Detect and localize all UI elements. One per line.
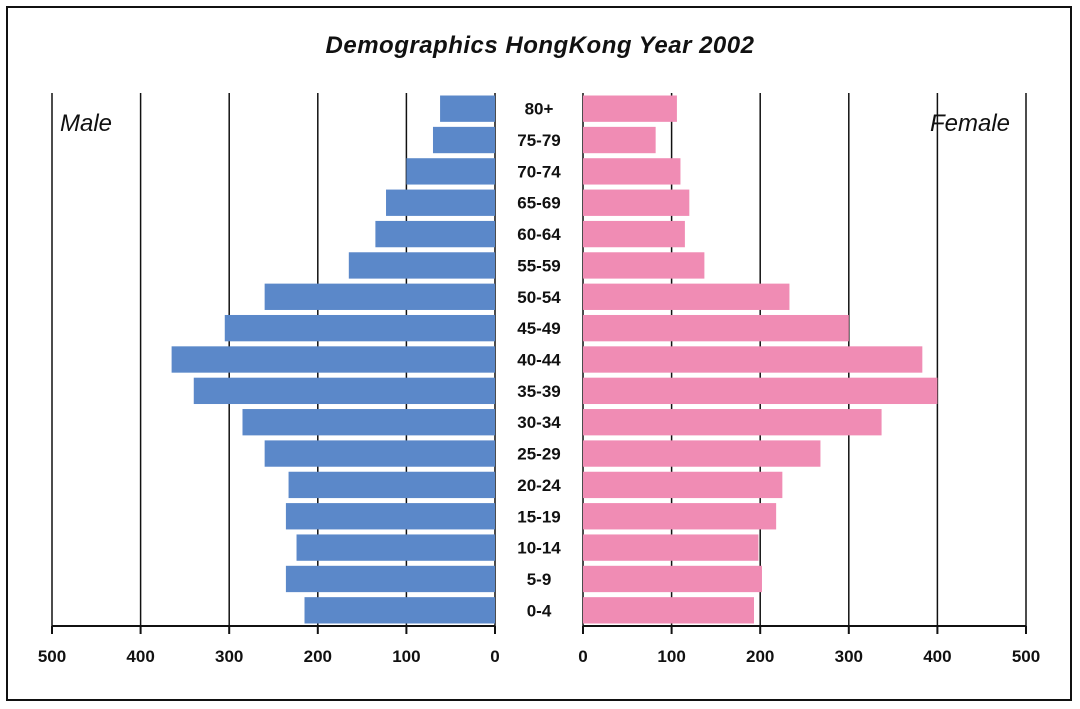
female-bar-50-54 xyxy=(583,283,790,310)
female-bar-0-4 xyxy=(583,597,754,624)
age-label-60-64: 60-64 xyxy=(517,225,561,244)
age-label-70-74: 70-74 xyxy=(517,162,561,181)
x-tick-label: 0 xyxy=(490,647,499,666)
x-tick-label: 200 xyxy=(746,647,774,666)
x-tick-label: 100 xyxy=(657,647,685,666)
male-bar-55-59 xyxy=(348,252,495,279)
female-bar-20-24 xyxy=(583,471,783,499)
male-bar-20-24 xyxy=(288,471,495,499)
male-bar-65-69 xyxy=(386,189,495,216)
x-tick-label: 300 xyxy=(215,647,243,666)
male-bar-5-9 xyxy=(285,565,495,593)
age-label-55-59: 55-59 xyxy=(517,256,560,275)
x-tick-label: 0 xyxy=(578,647,587,666)
male-bar-40-44 xyxy=(171,346,496,373)
female-bar-60-64 xyxy=(583,220,685,248)
age-label-50-54: 50-54 xyxy=(517,288,561,307)
male-bar-15-19 xyxy=(285,503,495,530)
male-bar-60-64 xyxy=(375,220,495,248)
male-bar-10-14 xyxy=(296,534,495,561)
male-bar-80+ xyxy=(440,95,495,122)
age-label-75-79: 75-79 xyxy=(517,131,560,150)
male-bar-75-79 xyxy=(432,126,495,154)
female-label: Female xyxy=(930,110,1010,137)
male-bar-70-74 xyxy=(406,158,495,185)
x-tick-label: 500 xyxy=(1012,647,1040,666)
female-bar-55-59 xyxy=(583,252,705,279)
female-bar-45-49 xyxy=(583,314,849,342)
male-label: Male xyxy=(60,110,112,137)
age-label-30-34: 30-34 xyxy=(517,413,561,432)
age-label-80+: 80+ xyxy=(525,100,554,119)
age-label-5-9: 5-9 xyxy=(527,570,552,589)
x-tick-label: 500 xyxy=(38,647,66,666)
age-label-45-49: 45-49 xyxy=(517,319,560,338)
male-bar-30-34 xyxy=(242,409,495,436)
female-bar-30-34 xyxy=(583,409,882,436)
age-label-25-29: 25-29 xyxy=(517,445,560,464)
female-panel: 0 100 200 300 400 500 Female xyxy=(578,93,1040,666)
age-group-labels: 80+ 75-79 70-74 65-69 60-64 55-59 50-54 45-49 40… xyxy=(517,100,561,621)
female-bar-40-44 xyxy=(583,346,923,373)
age-label-35-39: 35-39 xyxy=(517,382,560,401)
male-bar-35-39 xyxy=(193,377,495,405)
age-label-40-44: 40-44 xyxy=(517,351,561,370)
male-panel: 500 400 300 200 100 0 Male xyxy=(38,93,500,666)
female-bar-75-79 xyxy=(583,126,656,154)
female-bar-70-74 xyxy=(583,158,681,185)
x-tick-label: 400 xyxy=(923,647,951,666)
female-bar-80+ xyxy=(583,95,677,122)
x-tick-label: 400 xyxy=(126,647,154,666)
age-label-0-4: 0-4 xyxy=(527,601,552,620)
male-bar-25-29 xyxy=(264,440,495,467)
chart-title: Demographics HongKong Year 2002 xyxy=(325,32,755,59)
age-label-20-24: 20-24 xyxy=(517,476,561,495)
age-label-10-14: 10-14 xyxy=(517,539,561,558)
x-tick-label: 300 xyxy=(835,647,863,666)
female-bar-5-9 xyxy=(583,565,762,593)
age-label-15-19: 15-19 xyxy=(517,507,560,526)
male-bar-50-54 xyxy=(264,283,495,310)
female-bar-10-14 xyxy=(583,534,759,561)
male-bar-45-49 xyxy=(224,314,495,342)
female-bar-35-39 xyxy=(583,377,938,405)
male-bar-0-4 xyxy=(304,597,495,624)
female-bar-25-29 xyxy=(583,440,821,467)
x-tick-label: 100 xyxy=(392,647,420,666)
female-bar-65-69 xyxy=(583,189,690,216)
x-tick-label: 200 xyxy=(304,647,332,666)
female-bar-15-19 xyxy=(583,503,777,530)
age-label-65-69: 65-69 xyxy=(517,194,560,213)
